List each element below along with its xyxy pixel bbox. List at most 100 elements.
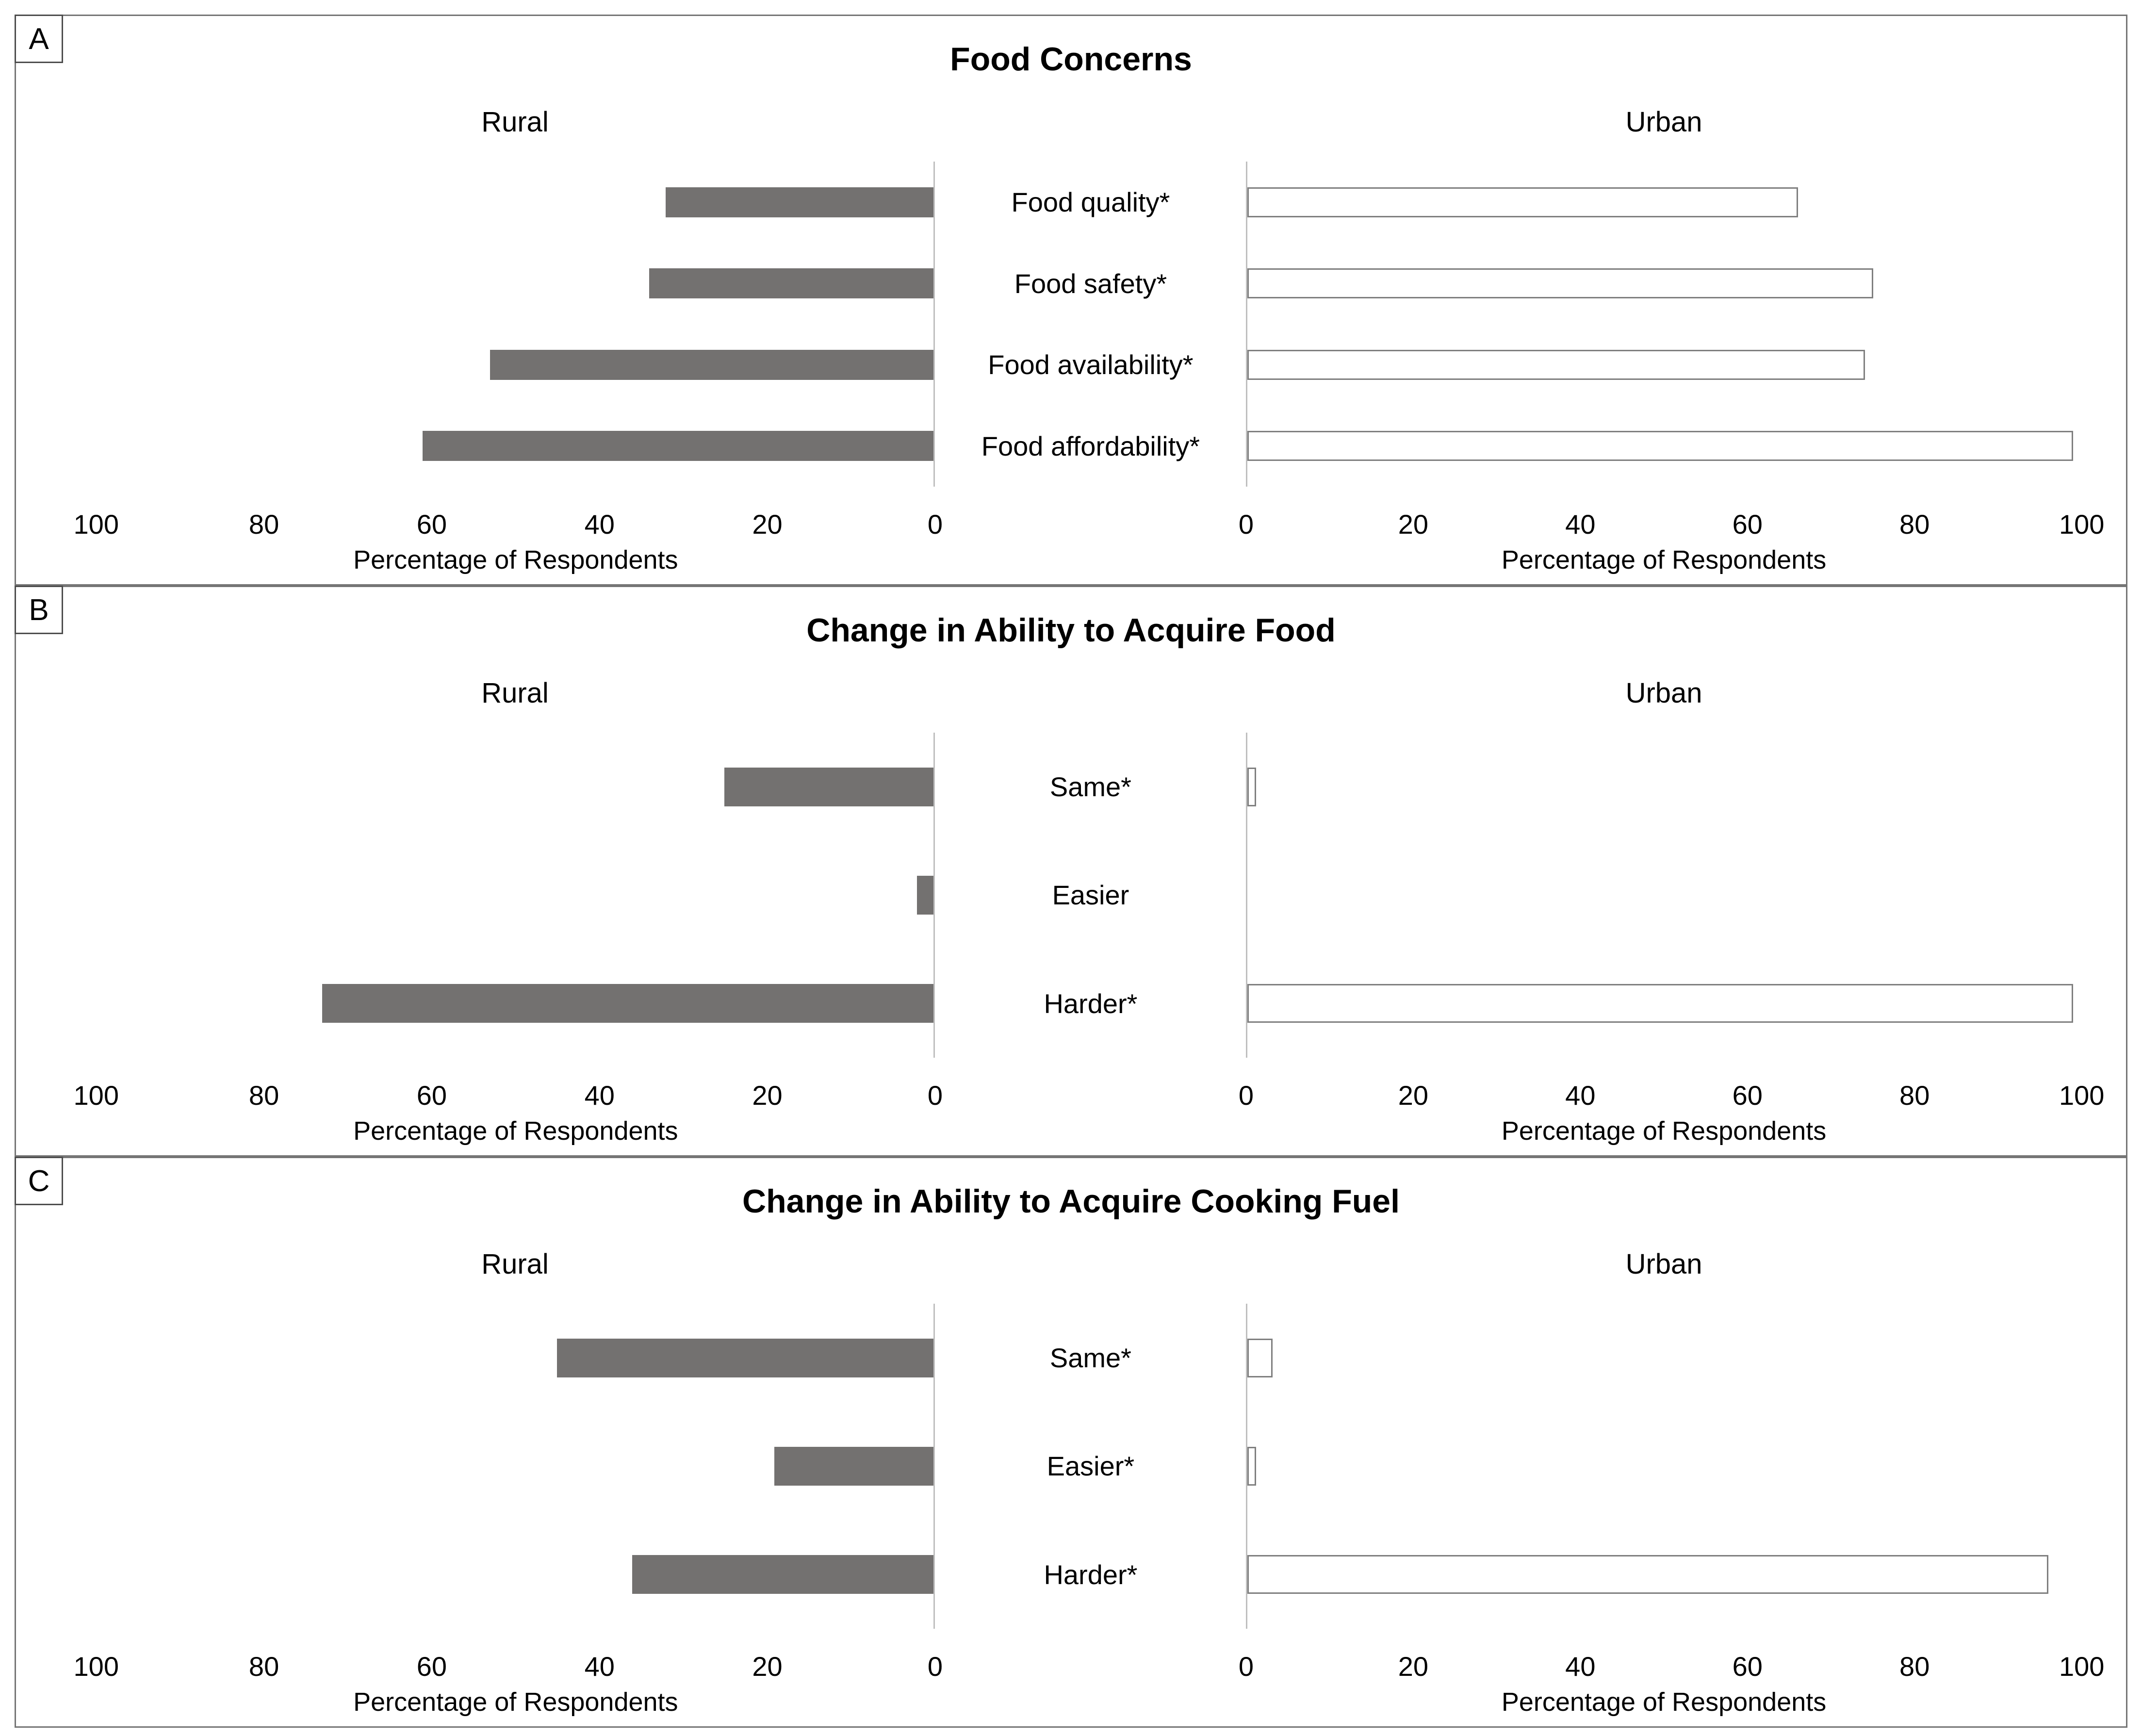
tick-label: 0: [927, 1080, 943, 1111]
rural-axis-label: Percentage of Respondents: [353, 1116, 678, 1146]
tick-label: 100: [2059, 509, 2105, 540]
tick-label: 80: [248, 509, 279, 540]
tick-label: 40: [1565, 1651, 1596, 1682]
urban-bar-row: [1247, 406, 2081, 487]
rural-plot-area: [96, 162, 935, 487]
urban-axis-ticks: 0 20 40 60 80 100: [1239, 1651, 2105, 1682]
tick-label: 40: [584, 509, 615, 540]
tick-label: 60: [416, 1080, 447, 1111]
panel-letter-box: C: [15, 1157, 63, 1205]
tick-label: 20: [1398, 1651, 1429, 1682]
tick-label: 0: [1238, 1651, 1254, 1682]
tick-label: 0: [927, 509, 943, 540]
tick-label: 20: [1398, 1080, 1429, 1111]
urban-bar-row: [1247, 243, 2081, 325]
rural-bar: [724, 767, 934, 806]
category-label: Food safety*: [1014, 268, 1167, 299]
category-label: Same*: [1049, 1343, 1131, 1374]
tick-label: 20: [752, 509, 783, 540]
category-label: Harder*: [1044, 988, 1138, 1019]
rural-bar-row: [96, 243, 934, 325]
tick-label: 80: [248, 1651, 279, 1682]
panel-letter: C: [28, 1164, 50, 1198]
rural-axis-ticks: 0 20 40 60 80 100: [74, 1651, 943, 1682]
urban-bar: [1247, 187, 1799, 217]
panel-letter-box: B: [15, 586, 63, 634]
urban-bar: [1247, 1446, 1256, 1486]
chart-panel: C Change in Ability to Acquire Cooking F…: [15, 1157, 2127, 1728]
urban-plot-area: [1246, 1304, 2081, 1629]
rural-bar: [322, 984, 934, 1023]
urban-bar-row: [1247, 1521, 2081, 1629]
tick-label: 80: [248, 1080, 279, 1111]
category-label: Easier: [1052, 880, 1129, 911]
category-labels-column: Same* Easier Harder*: [935, 733, 1246, 1058]
category-label: Food quality*: [1011, 187, 1170, 218]
tick-label: 60: [1732, 509, 1763, 540]
tick-label: 80: [1899, 509, 1930, 540]
tick-label: 0: [927, 1651, 943, 1682]
panel-letter: A: [29, 22, 49, 56]
tick-label: 100: [73, 1080, 119, 1111]
tick-label: 100: [2059, 1651, 2105, 1682]
urban-bar-row: [1247, 1304, 2081, 1412]
tick-label: 100: [73, 509, 119, 540]
panel-title: Change in Ability to Acquire Food: [806, 612, 1336, 649]
rural-bar: [556, 1338, 934, 1377]
rural-bar: [632, 1555, 934, 1594]
tick-label: 60: [416, 1651, 447, 1682]
urban-axis-ticks: 0 20 40 60 80 100: [1239, 508, 2105, 540]
urban-bar-row: [1247, 324, 2081, 406]
tick-label: 60: [1732, 1651, 1763, 1682]
category-label: Easier*: [1046, 1451, 1135, 1482]
rural-bar-row: [96, 733, 934, 841]
rural-plot-area: [96, 1304, 935, 1629]
tick-label: 0: [1238, 509, 1254, 540]
rural-bar: [666, 187, 934, 217]
rural-bar-row: [96, 841, 934, 949]
urban-bar-row: [1247, 162, 2081, 243]
rural-bar: [490, 349, 934, 380]
rural-axis-label: Percentage of Respondents: [353, 545, 678, 574]
category-labels-column: Food quality* Food safety* Food availabili…: [935, 162, 1246, 487]
urban-bar-row: [1247, 841, 2081, 949]
rural-column-header: Rural: [481, 677, 549, 709]
rural-bar-row: [96, 406, 934, 487]
tick-label: 40: [584, 1651, 615, 1682]
rural-bar: [649, 268, 934, 299]
category-label: Harder*: [1044, 1559, 1138, 1590]
urban-bar-row: [1247, 733, 2081, 841]
rural-axis-ticks: 0 20 40 60 80 100: [74, 1080, 943, 1111]
panel-title: Food Concerns: [950, 41, 1192, 78]
urban-plot-area: [1246, 162, 2081, 487]
rural-bar-row: [96, 1304, 934, 1412]
urban-column-header: Urban: [1625, 106, 1702, 138]
rural-bar-row: [96, 1521, 934, 1629]
urban-axis-label: Percentage of Respondents: [1501, 1687, 1827, 1717]
urban-axis-label: Percentage of Respondents: [1501, 1116, 1827, 1146]
rural-column-header: Rural: [481, 1248, 549, 1280]
tick-label: 100: [2059, 1080, 2105, 1111]
rural-plot-area: [96, 733, 935, 1058]
tick-label: 60: [1732, 1080, 1763, 1111]
urban-bar: [1247, 431, 2074, 461]
urban-bar: [1247, 1338, 1273, 1377]
tick-label: 40: [584, 1080, 615, 1111]
category-label: Same*: [1049, 771, 1131, 802]
rural-bar-row: [96, 162, 934, 243]
urban-bar-row: [1247, 1412, 2081, 1520]
rural-bar-row: [96, 950, 934, 1058]
rural-column-header: Rural: [481, 106, 549, 138]
urban-bar: [1247, 1555, 2048, 1594]
tick-label: 40: [1565, 1080, 1596, 1111]
tick-label: 80: [1899, 1080, 1930, 1111]
tick-label: 80: [1899, 1651, 1930, 1682]
urban-plot-area: [1246, 733, 2081, 1058]
tick-label: 20: [1398, 509, 1429, 540]
category-label: Food availability*: [988, 349, 1194, 380]
rural-bar-row: [96, 1412, 934, 1520]
category-label: Food affordability*: [981, 430, 1200, 461]
category-labels-column: Same* Easier* Harder*: [935, 1304, 1246, 1629]
tick-label: 20: [752, 1651, 783, 1682]
